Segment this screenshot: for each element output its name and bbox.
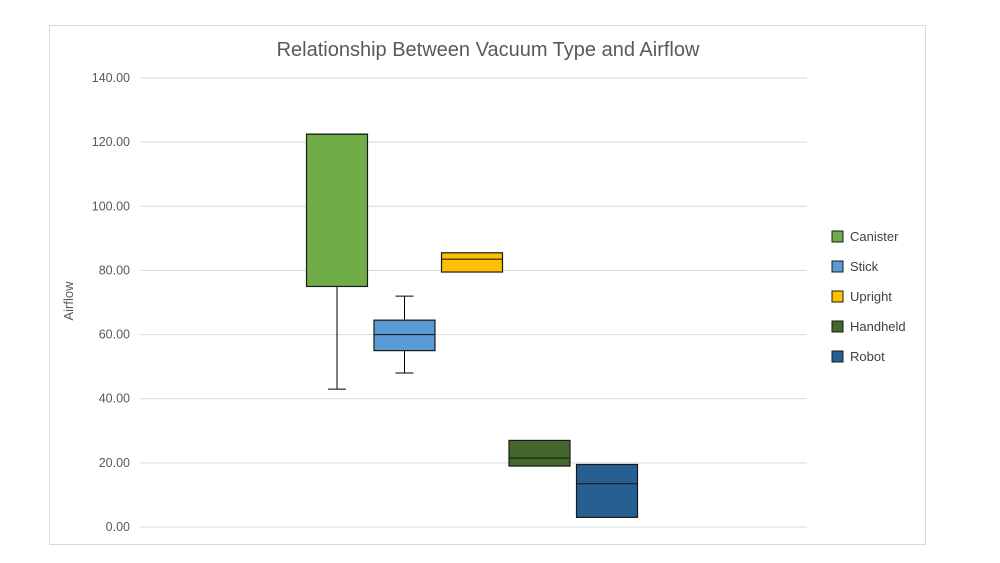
legend-item-robot: Robot	[831, 349, 885, 364]
box-robot	[575, 463, 639, 518]
box-canister	[305, 133, 369, 390]
y-tick-labels: 0.00 20.00 40.00 60.00 80.00 100.00 120.00 140.…	[92, 71, 130, 534]
legend-swatch	[831, 230, 844, 243]
box-plot-chart: Relationship Between Vacuum Type and Air…	[61, 39, 906, 534]
chart-frame: Relationship Between Vacuum Type and Air…	[49, 25, 926, 545]
legend-label: Stick	[850, 259, 879, 274]
legend-label: Handheld	[850, 319, 906, 334]
legend-swatch	[831, 290, 844, 303]
y-tick-label: 100.00	[92, 199, 130, 213]
y-tick-label: 120.00	[92, 135, 130, 149]
y-tick-label: 0.00	[106, 520, 130, 534]
y-tick-label: 140.00	[92, 71, 130, 85]
box-iqr	[440, 252, 504, 273]
gridlines	[140, 77, 807, 528]
box-series	[305, 133, 639, 518]
legend-item-canister: Canister	[831, 229, 899, 244]
y-tick-label: 80.00	[99, 263, 130, 277]
legend-label: Upright	[850, 289, 892, 304]
legend-item-upright: Upright	[831, 289, 892, 304]
legend-item-handheld: Handheld	[831, 319, 906, 334]
box-stick	[373, 295, 436, 374]
box-iqr	[575, 463, 639, 518]
box-iqr	[373, 319, 436, 352]
legend-swatch	[831, 260, 844, 273]
y-tick-label: 20.00	[99, 456, 130, 470]
legend-swatch	[831, 350, 844, 363]
legend-label: Canister	[850, 229, 899, 244]
legend-item-stick: Stick	[831, 259, 879, 274]
y-tick-label: 40.00	[99, 392, 130, 406]
box-iqr	[305, 133, 369, 288]
legend-swatch	[831, 320, 844, 333]
box-upright	[440, 252, 504, 273]
y-axis-label: Airflow	[61, 281, 76, 321]
box-handheld	[508, 439, 571, 467]
box-iqr	[508, 439, 571, 467]
legend: Canister Stick Upright Handheld Robot	[831, 229, 906, 364]
y-tick-label: 60.00	[99, 328, 130, 342]
legend-label: Robot	[850, 349, 885, 364]
chart-title: Relationship Between Vacuum Type and Air…	[277, 39, 700, 61]
